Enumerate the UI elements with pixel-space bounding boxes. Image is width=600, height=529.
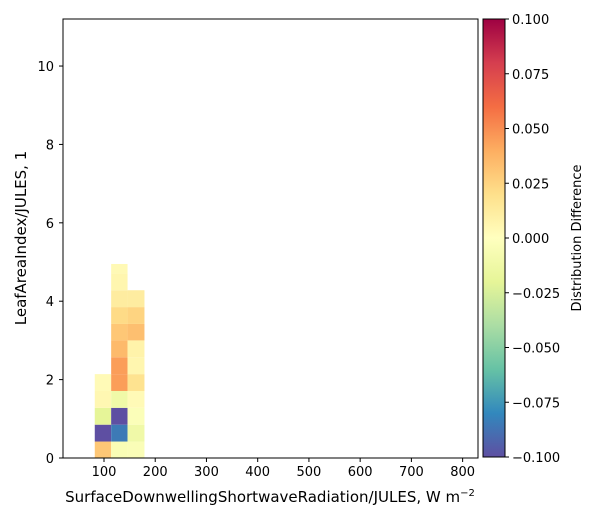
y-tick-label: 10 (37, 60, 54, 75)
heatmap-cell (127, 407, 145, 425)
colorbar-label: Distribution Difference (570, 165, 585, 312)
heatmap-cell (127, 441, 145, 458)
y-tick-label: 4 (46, 295, 54, 310)
colorbar-tick-label: −0.050 (512, 342, 560, 357)
y-tick-label: 8 (46, 138, 54, 153)
colorbar-tick-label: 0.000 (512, 232, 549, 247)
colorbar-tick-label: −0.075 (512, 396, 560, 411)
colorbar-tick-label: −0.025 (512, 287, 560, 302)
heatmap-cell (111, 340, 128, 358)
y-axis-label: LeafAreaIndex/JULES, 1 (12, 151, 30, 326)
x-tick-label: 500 (297, 465, 322, 480)
colorbar (482, 18, 506, 458)
heatmap-cell (127, 390, 145, 408)
heatmap-cell (111, 424, 128, 442)
colorbar-tick-label: 0.025 (512, 177, 549, 192)
heatmap-cell (94, 390, 112, 408)
heatmap-cell (111, 357, 128, 375)
colorbar-tick-label: −0.100 (512, 451, 560, 466)
heatmap-cell (127, 374, 145, 391)
heatmap-cell (127, 357, 145, 375)
heatmap-cell (111, 273, 128, 291)
heatmap-cell (111, 407, 128, 425)
y-tick-label: 2 (46, 374, 54, 389)
colorbar-tick-label: 0.100 (512, 13, 549, 28)
heatmap-cell (111, 323, 128, 341)
heatmap-cell (94, 374, 112, 391)
heatmap-cell (94, 407, 112, 425)
heatmap-cell (111, 441, 128, 458)
x-axis-label-superscript: −2 (460, 488, 475, 499)
y-axis-ticks: 0 2 4 6 8 10 (37, 60, 63, 467)
colorbar-tick-label: 0.050 (512, 123, 549, 138)
y-tick-label: 6 (46, 217, 54, 232)
x-tick-label: 200 (143, 465, 168, 480)
plot-frame (62, 18, 479, 459)
x-tick-label: 700 (399, 465, 424, 480)
heatmap-cell (111, 374, 128, 391)
heatmap-cell (94, 441, 112, 458)
heatmap-cell (111, 390, 128, 408)
heatmap-cell (94, 424, 112, 442)
heatmap-cell (127, 323, 145, 341)
x-tick-label: 800 (450, 465, 475, 480)
heatmap-cell (111, 290, 128, 308)
heatmap-cell (127, 307, 145, 324)
x-tick-label: 600 (348, 465, 373, 480)
heatmap-cells (94, 263, 145, 458)
heatmap-cell (127, 340, 145, 358)
x-tick-label: 300 (194, 465, 219, 480)
heatmap-cell (111, 307, 128, 324)
colorbar-ticks: 0.100 0.075 0.050 0.025 0.000 −0.025 −0.050 −0.… (505, 13, 560, 466)
x-tick-label: 400 (245, 465, 270, 480)
x-tick-label: 100 (92, 465, 117, 480)
y-tick-label: 0 (46, 452, 54, 467)
x-axis-ticks: 100 200 300 400 500 600 700 800 (92, 458, 475, 480)
x-axis-label: SurfaceDownwellingShortwaveRadiation/JUL… (65, 488, 475, 506)
heatmap-cell (127, 424, 145, 442)
heatmap-cell (127, 290, 145, 308)
colorbar-tick-label: 0.075 (512, 68, 549, 83)
heatmap-cell (111, 263, 128, 274)
